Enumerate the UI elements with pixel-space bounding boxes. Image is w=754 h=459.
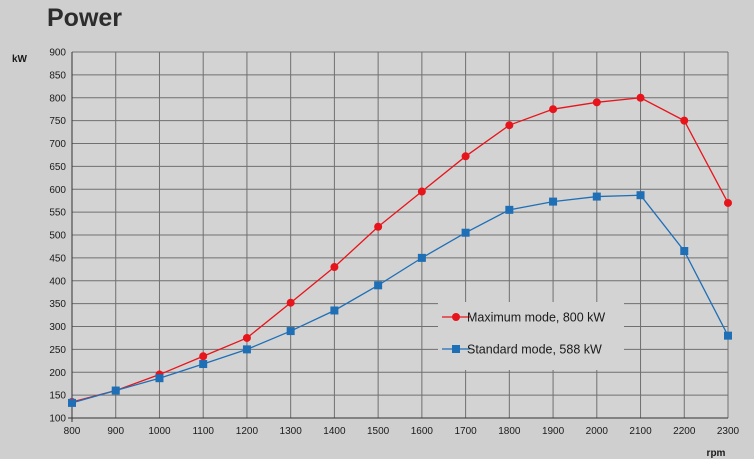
- data-point: [417, 187, 426, 196]
- legend-box: [438, 302, 624, 370]
- data-point: [636, 93, 645, 102]
- x-axis-label: rpm: [707, 448, 726, 459]
- data-point: [111, 386, 120, 395]
- data-point: [330, 306, 339, 315]
- x-tick-label: 1900: [542, 426, 565, 437]
- y-tick-label: 850: [49, 70, 66, 81]
- y-tick-label: 200: [49, 368, 66, 379]
- y-tick-label: 150: [49, 391, 66, 402]
- y-tick-label: 700: [49, 139, 66, 150]
- x-tick-label: 1400: [323, 426, 346, 437]
- data-point: [505, 205, 514, 214]
- data-point: [155, 374, 164, 383]
- y-tick-label: 450: [49, 253, 66, 264]
- y-tick-label: 650: [49, 162, 66, 173]
- x-tick-label: 2100: [629, 426, 652, 437]
- legend-marker: [452, 345, 460, 353]
- data-point: [286, 298, 295, 307]
- data-point: [330, 263, 339, 272]
- y-tick-label: 900: [49, 48, 66, 59]
- x-tick-label: 1100: [192, 426, 214, 437]
- x-tick-label: 2200: [673, 426, 696, 437]
- legend-label: Standard mode, 588 kW: [467, 343, 602, 357]
- y-tick-label: 100: [49, 414, 66, 425]
- x-tick-label: 1500: [367, 426, 390, 437]
- data-point: [374, 281, 383, 290]
- series-line-0: [71, 97, 729, 403]
- data-point: [199, 352, 208, 361]
- data-point: [636, 191, 645, 200]
- data-point: [680, 116, 689, 125]
- data-point: [242, 345, 251, 354]
- data-point: [286, 327, 295, 336]
- y-tick-label: 300: [49, 322, 66, 333]
- y-tick-label: 750: [49, 116, 66, 127]
- x-tick-label: 900: [107, 426, 124, 437]
- data-point: [242, 333, 251, 342]
- data-point: [68, 398, 76, 407]
- y-tick-label: 400: [49, 276, 66, 287]
- data-point: [374, 222, 383, 231]
- data-point: [724, 198, 732, 207]
- x-tick-label: 1800: [498, 426, 521, 437]
- y-tick-label: 250: [49, 345, 66, 356]
- x-tick-label: 1000: [148, 426, 171, 437]
- y-tick-label: 500: [49, 231, 66, 242]
- x-tick-label: 1300: [280, 426, 303, 437]
- y-axis-label: kW: [12, 54, 28, 65]
- x-tick-label: 1600: [411, 426, 434, 437]
- data-point: [461, 228, 470, 237]
- data-point: [417, 253, 426, 262]
- x-tick-label: 800: [64, 426, 81, 437]
- data-point: [199, 360, 208, 369]
- y-tick-label: 600: [49, 185, 66, 196]
- x-tick-label: 1700: [454, 426, 477, 437]
- data-point: [592, 98, 601, 107]
- data-point: [461, 152, 470, 161]
- data-point: [549, 105, 558, 114]
- data-point: [505, 121, 514, 130]
- x-tick-label: 2000: [586, 426, 609, 437]
- data-point: [724, 331, 732, 340]
- legend-label: Maximum mode, 800 kW: [467, 311, 605, 325]
- y-tick-label: 550: [49, 208, 66, 219]
- y-tick-label: 800: [49, 93, 66, 104]
- data-point: [680, 247, 689, 256]
- x-tick-label: 2300: [717, 426, 740, 437]
- legend-marker: [452, 313, 460, 321]
- series-line-1: [71, 194, 729, 404]
- data-point: [549, 197, 558, 206]
- x-tick-label: 1200: [236, 426, 259, 437]
- chart-title: Power: [47, 4, 123, 32]
- data-point: [592, 192, 601, 201]
- y-tick-label: 350: [49, 299, 66, 310]
